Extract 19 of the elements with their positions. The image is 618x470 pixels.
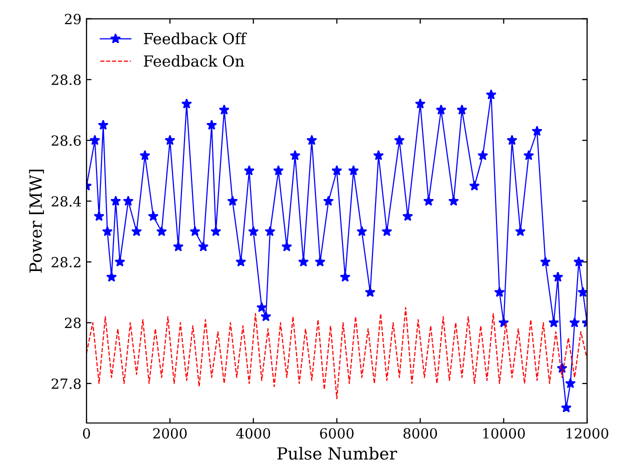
x-tick-label: 8000 bbox=[403, 428, 437, 439]
x-tick-label: 6000 bbox=[320, 428, 354, 439]
y-tick-label: 28.2 bbox=[52, 256, 80, 268]
y-tick-label: 28.6 bbox=[52, 135, 81, 146]
x-tick-label: 10000 bbox=[483, 428, 525, 439]
x-tick-label: 0 bbox=[83, 428, 90, 439]
legend-label: Feedback Off bbox=[144, 32, 247, 44]
x-tick-label: 2000 bbox=[153, 428, 187, 439]
y-tick-label: 28.8 bbox=[52, 74, 81, 86]
x-tick-label: 12000 bbox=[566, 428, 608, 439]
x-axis-title: Pulse Number bbox=[277, 446, 398, 460]
y-tick-label: 27.8 bbox=[52, 378, 81, 389]
y-axis-title: Power [MW] bbox=[29, 170, 44, 273]
y-tick-label: 29 bbox=[64, 14, 81, 24]
legend-label: Feedback On bbox=[144, 54, 244, 67]
line-series bbox=[86, 306, 588, 400]
y-tick-label: 28.4 bbox=[52, 196, 81, 207]
x-tick-label: 4000 bbox=[236, 428, 270, 439]
y-tick-label: 28 bbox=[64, 318, 81, 328]
